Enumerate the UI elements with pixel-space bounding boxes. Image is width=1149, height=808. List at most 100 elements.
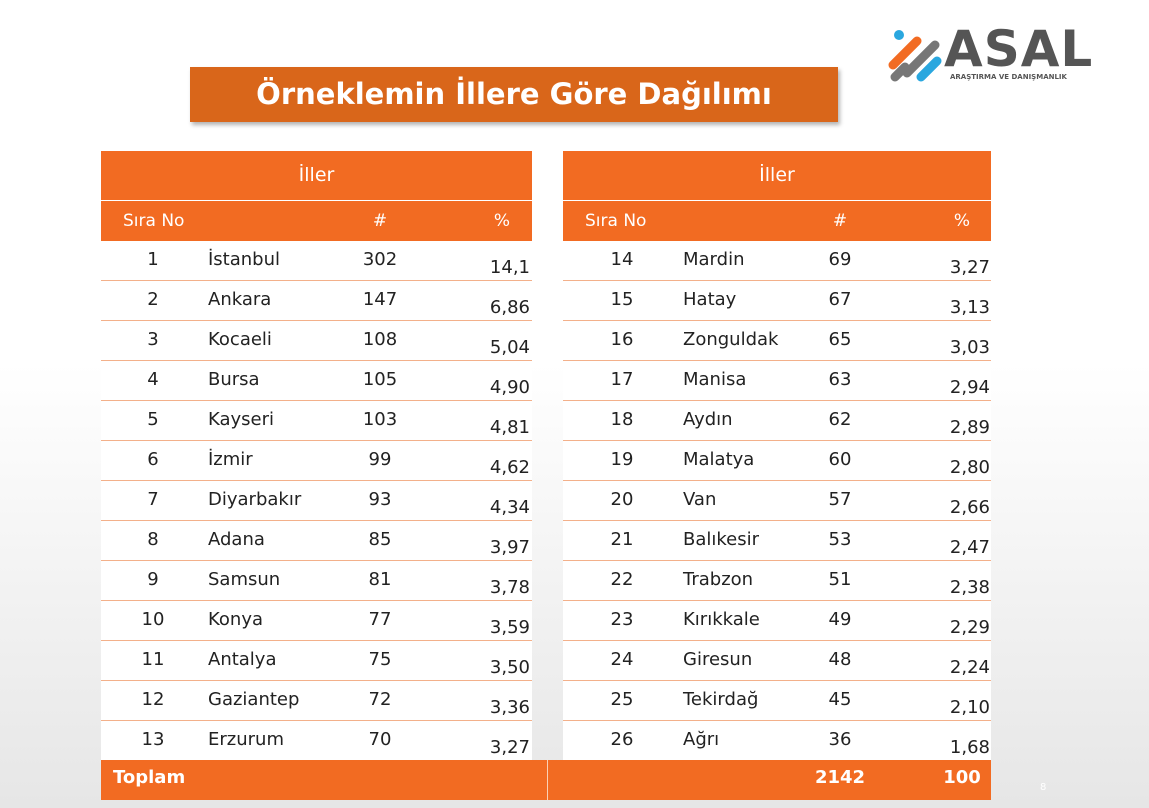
percent: 2,10 — [949, 697, 990, 718]
row-number: 19 — [610, 449, 634, 470]
row-number: 2 — [147, 289, 159, 310]
percent: 2,89 — [949, 417, 990, 438]
province: Kocaeli — [208, 329, 272, 350]
row — [101, 681, 532, 721]
count: 77 — [368, 609, 392, 630]
column-header: Sıra No — [123, 211, 185, 231]
percent: 5,04 — [489, 337, 530, 358]
percent: 6,86 — [489, 297, 530, 318]
row-number: 12 — [141, 689, 165, 710]
count: 48 — [828, 649, 852, 670]
percent: 2,66 — [949, 497, 990, 518]
row — [563, 681, 991, 721]
title: Örneklemin İllere Göre Dağılımı — [256, 77, 772, 111]
percent: 3,50 — [489, 657, 530, 678]
percent: 3,97 — [489, 537, 530, 558]
province: Mardin — [683, 249, 745, 270]
row — [101, 281, 532, 321]
row-number: 5 — [147, 409, 159, 430]
percent: 2,38 — [949, 577, 990, 598]
count: 70 — [368, 729, 392, 750]
table-header — [101, 151, 532, 200]
count: 63 — [828, 369, 852, 390]
count: 108 — [362, 329, 398, 350]
row — [101, 641, 532, 681]
count: 105 — [362, 369, 398, 390]
total-count: 2142 — [814, 767, 866, 788]
province: Malatya — [683, 449, 755, 470]
row — [563, 521, 991, 561]
province: Manisa — [683, 369, 747, 390]
header-text: İller — [759, 164, 795, 186]
percent: 3,27 — [949, 257, 990, 278]
count: 45 — [828, 689, 852, 710]
province: Balıkesir — [683, 529, 760, 550]
logo-tagline: ARAŞTIRMA VE DANIŞMANLIK — [950, 73, 1067, 81]
row-number: 10 — [141, 609, 165, 630]
row-number: 15 — [610, 289, 634, 310]
province: İzmir — [208, 449, 253, 470]
header-text: İller — [298, 164, 335, 186]
total-percent: 100 — [943, 767, 981, 788]
row — [101, 441, 532, 481]
row-number: 24 — [610, 649, 634, 670]
row-number: 23 — [610, 609, 634, 630]
column-header: % — [953, 211, 971, 231]
row-number: 13 — [141, 729, 165, 750]
row — [563, 401, 991, 441]
column-header: % — [493, 211, 511, 231]
province: Gaziantep — [208, 689, 300, 710]
page-number: 8 — [1040, 782, 1047, 793]
percent: 2,24 — [949, 657, 990, 678]
province: Van — [683, 489, 717, 510]
province: Konya — [208, 609, 264, 630]
count: 75 — [368, 649, 392, 670]
row — [101, 361, 532, 401]
table-header — [563, 151, 991, 200]
province: Erzurum — [208, 729, 284, 750]
percent: 3,78 — [489, 577, 530, 598]
count: 60 — [828, 449, 852, 470]
row — [563, 321, 991, 361]
count: 51 — [828, 569, 852, 590]
row — [563, 361, 991, 401]
total-divider — [547, 760, 548, 800]
percent: 2,47 — [949, 537, 990, 558]
row-number: 3 — [147, 329, 159, 350]
percent: 2,80 — [949, 457, 990, 478]
province: Aydın — [683, 409, 733, 430]
row-number: 16 — [610, 329, 634, 350]
count: 36 — [828, 729, 852, 750]
province: Diyarbakır — [208, 489, 302, 510]
province: Adana — [208, 529, 265, 550]
province: Tekirdağ — [683, 689, 759, 710]
province: Trabzon — [683, 569, 754, 590]
row-number: 17 — [610, 369, 634, 390]
count: 72 — [368, 689, 392, 710]
percent: 3,59 — [489, 617, 530, 638]
province: Giresun — [683, 649, 753, 670]
percent: 3,03 — [949, 337, 990, 358]
row — [563, 241, 991, 281]
count: 147 — [362, 289, 398, 310]
row-number: 22 — [610, 569, 634, 590]
percent: 4,34 — [489, 497, 530, 518]
row-number: 14 — [610, 249, 634, 270]
column-header: # — [832, 211, 848, 231]
row — [101, 321, 532, 361]
province: Kırıkkale — [683, 609, 760, 630]
column-header: # — [372, 211, 388, 231]
province: Ankara — [208, 289, 272, 310]
count: 67 — [828, 289, 852, 310]
count: 85 — [368, 529, 392, 550]
count: 93 — [368, 489, 392, 510]
percent: 4,90 — [489, 377, 530, 398]
row — [101, 521, 532, 561]
percent: 3,36 — [489, 697, 530, 718]
count: 49 — [828, 609, 852, 630]
row — [101, 721, 532, 761]
row — [563, 561, 991, 601]
subheader — [101, 201, 532, 241]
province: Zonguldak — [683, 329, 779, 350]
